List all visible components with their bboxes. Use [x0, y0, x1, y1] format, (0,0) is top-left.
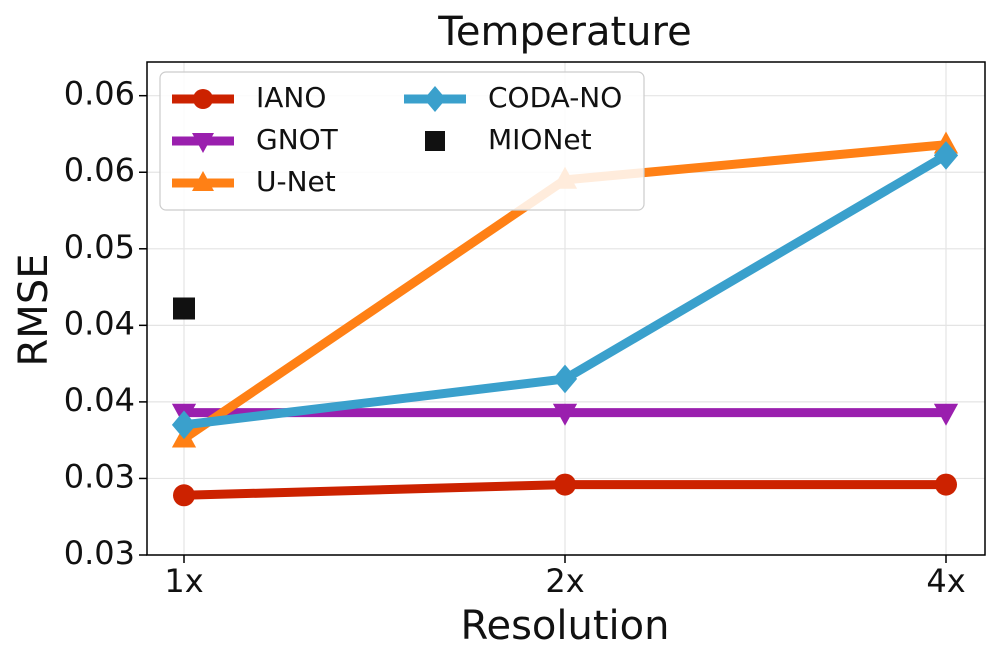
y-tick-label: 0.06 [64, 75, 135, 113]
y-tick-label: 0.03 [64, 457, 135, 495]
legend-frame [159, 71, 645, 211]
legend-label: U-Net [256, 165, 336, 198]
marker [173, 484, 195, 507]
legend: IANO GNOT U-Net CODA-NO MIONet [159, 71, 645, 211]
marker [935, 473, 957, 496]
marker [171, 410, 197, 440]
y-axis-label: RMSE [11, 254, 57, 367]
marker [192, 133, 214, 153]
x-tick-label: 2x [545, 562, 584, 600]
x-tick-label: 1x [164, 562, 203, 600]
series [173, 297, 195, 320]
marker [552, 403, 578, 426]
series [171, 141, 959, 440]
y-tick-label: 0.04 [64, 381, 135, 419]
y-tick-label: 0.03 [64, 534, 135, 572]
marker [173, 297, 195, 320]
marker [193, 89, 213, 109]
x-tick-label: 4x [926, 562, 965, 600]
legend-label: MIONet [488, 123, 592, 156]
legend-label: CODA-NO [488, 81, 622, 114]
y-tick-label: 0.04 [64, 304, 135, 342]
y-tick-label: 0.06 [64, 151, 135, 189]
legend-label: IANO [256, 81, 326, 114]
x-axis-label: Resolution [460, 603, 669, 649]
plot-frame [146, 61, 986, 556]
marker [552, 364, 578, 394]
marker [424, 86, 446, 112]
marker [192, 171, 214, 191]
legend-label: GNOT [256, 123, 339, 156]
y-tick-label: 0.05 [64, 228, 135, 266]
series [173, 473, 957, 507]
marker [933, 403, 959, 426]
chart-title: Temperature [437, 9, 691, 55]
marker [933, 141, 959, 170]
marker [425, 131, 445, 151]
marker [554, 473, 576, 496]
